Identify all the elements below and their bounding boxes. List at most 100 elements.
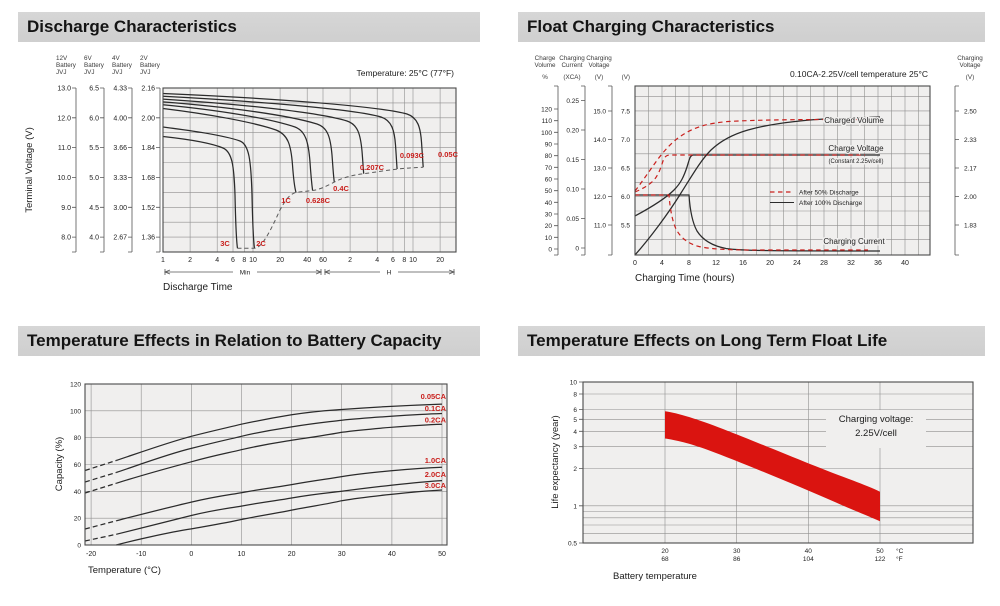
tick-label: 80 xyxy=(545,153,553,160)
tick-label: 6 xyxy=(231,257,235,264)
inplot-v-header: (V) xyxy=(622,74,630,81)
col-header: 6V xyxy=(84,55,93,62)
col-header: Voltage xyxy=(959,62,981,69)
legend-label-100: After 100% Discharge xyxy=(799,200,863,207)
curve-label: 0.2CA xyxy=(425,416,447,425)
tick-label-fahrenheit: 86 xyxy=(733,556,741,563)
plot-border xyxy=(582,381,974,544)
x-axis-title: Charging Time (hours) xyxy=(635,273,734,284)
tick-label: 0 xyxy=(77,543,81,550)
x-tick-labels: 0 4 8 12 16 20 24 28 32 36 40 xyxy=(633,260,909,267)
tick-label: 14.0 xyxy=(593,137,606,144)
x-tick-labels: 20 68 30 86 40 104 50 122 °C °F xyxy=(661,547,903,563)
curve-label: 0.4C xyxy=(333,184,349,193)
tick-label: 16 xyxy=(739,260,747,267)
tick-label-celsius: 30 xyxy=(733,548,741,555)
plot-border xyxy=(84,383,448,546)
tick-label: 5.5 xyxy=(89,145,99,152)
temperature-note: Temperature: 25°C (77°F) xyxy=(356,68,454,78)
y-tick-labels: 120 100 80 60 40 20 0 xyxy=(70,382,81,550)
tick-label: 0.05 xyxy=(566,216,579,223)
tick-label: -20 xyxy=(86,551,96,558)
tick-label: 70 xyxy=(545,165,553,172)
tick-label: 11.0 xyxy=(594,223,607,230)
curve-label: 0.628C xyxy=(306,196,331,205)
tick-label: 10.0 xyxy=(57,175,71,182)
tick-label: 20 xyxy=(545,223,553,230)
col-header: 2V xyxy=(140,55,149,62)
tick-label: 4 xyxy=(660,260,664,267)
col-header: Current xyxy=(562,62,583,69)
col-header: % xyxy=(542,74,548,81)
tick-label: 0.15 xyxy=(566,157,579,164)
tick-label: 20 xyxy=(436,257,444,264)
y-axis-title: Life expectancy (year) xyxy=(550,415,561,508)
col-header: JVJ xyxy=(140,69,151,76)
col-header: Battery xyxy=(84,62,105,69)
tick-label: 1.52 xyxy=(141,205,155,212)
tick-label: 40 xyxy=(545,200,553,207)
tick-label: 10 xyxy=(249,257,257,264)
col-header: JVJ xyxy=(84,69,95,76)
discharge-rate-labels: 3C 2C 1C 0.628C 0.4C 0.207C 0.093C 0.05C xyxy=(220,150,458,248)
tick-label: 50 xyxy=(438,551,446,558)
tick-label: 2.00 xyxy=(964,194,977,201)
x-tick-labels: 1 2 4 6 8 10 20 40 60 2 4 6 8 10 20 xyxy=(161,257,444,264)
tick-label: 4.5 xyxy=(89,205,99,212)
charge-voltage-50 xyxy=(634,154,865,193)
col-header: 4V xyxy=(112,55,121,62)
tick-label: 120 xyxy=(541,107,552,114)
axis-scale-brackets xyxy=(554,85,959,256)
condition-note: 0.10CA-2.25V/cell temperature 25°C xyxy=(790,69,928,79)
tick-label: 0 xyxy=(575,246,579,253)
tick-label: 4 xyxy=(573,429,577,436)
tick-label: 60 xyxy=(545,177,553,184)
tick-label: 20 xyxy=(74,516,82,523)
tick-label: 100 xyxy=(70,408,81,415)
curve-label: 0.207C xyxy=(360,163,385,172)
y-tick-marks xyxy=(579,381,583,544)
tick-label: 40 xyxy=(74,489,82,496)
col-header: 12V xyxy=(56,55,68,62)
tick-label: 30 xyxy=(545,212,553,219)
charging-current-100 xyxy=(635,194,881,252)
tick-label: 60 xyxy=(319,257,327,264)
col-header: Volume xyxy=(534,62,556,69)
tick-label: 7.5 xyxy=(621,109,630,116)
tick-label: 1.36 xyxy=(141,235,155,242)
tick-label: 1.83 xyxy=(964,223,977,230)
gridlines xyxy=(583,382,973,543)
unit-fahrenheit: °F xyxy=(896,555,903,563)
tick-label: 1.84 xyxy=(141,145,155,152)
tick-label: 1 xyxy=(573,503,577,510)
tick-label-fahrenheit: 122 xyxy=(875,556,886,563)
charge-voltage-100 xyxy=(634,154,880,217)
tick-label: 1 xyxy=(161,257,165,264)
tick-label: 10 xyxy=(238,551,246,558)
tick-label: 12.0 xyxy=(593,194,606,201)
tick-label: 13.0 xyxy=(593,166,606,173)
curve-label: 0.05C xyxy=(438,150,459,159)
left-tick-labels: 120 110 100 90 80 70 60 50 40 30 20 10 0… xyxy=(541,98,630,254)
col-header: (V) xyxy=(966,74,974,81)
tick-label: 3.00 xyxy=(113,205,127,212)
capacity-chart: 0.05CA 0.1CA 0.2CA 1.0CA 2.0CA 3.0CA 120… xyxy=(54,382,448,576)
section-title: Float Charging Characteristics xyxy=(527,17,775,36)
charged-volume-50 xyxy=(634,118,865,192)
float-charging-curves xyxy=(634,116,881,256)
plot-area xyxy=(163,88,456,252)
curve-label: 2.0CA xyxy=(425,470,447,479)
col-header: JVJ xyxy=(112,69,123,76)
tick-label: 4 xyxy=(215,257,219,264)
curve-annotations: Charged Volume Charge Voltage (Constant … xyxy=(822,115,887,248)
tick-label: 32 xyxy=(847,260,855,267)
tick-label: 2.17 xyxy=(964,166,977,173)
tick-label: 2.16 xyxy=(141,86,155,93)
section-title: Temperature Effects in Relation to Batte… xyxy=(27,331,442,350)
tick-label: 6 xyxy=(391,257,395,264)
float-life-band xyxy=(665,411,880,522)
x-axis-title: Temperature (°C) xyxy=(88,565,161,576)
plot-border xyxy=(634,85,931,256)
tick-label: 5.5 xyxy=(621,223,630,230)
tick-label: 4 xyxy=(375,257,379,264)
